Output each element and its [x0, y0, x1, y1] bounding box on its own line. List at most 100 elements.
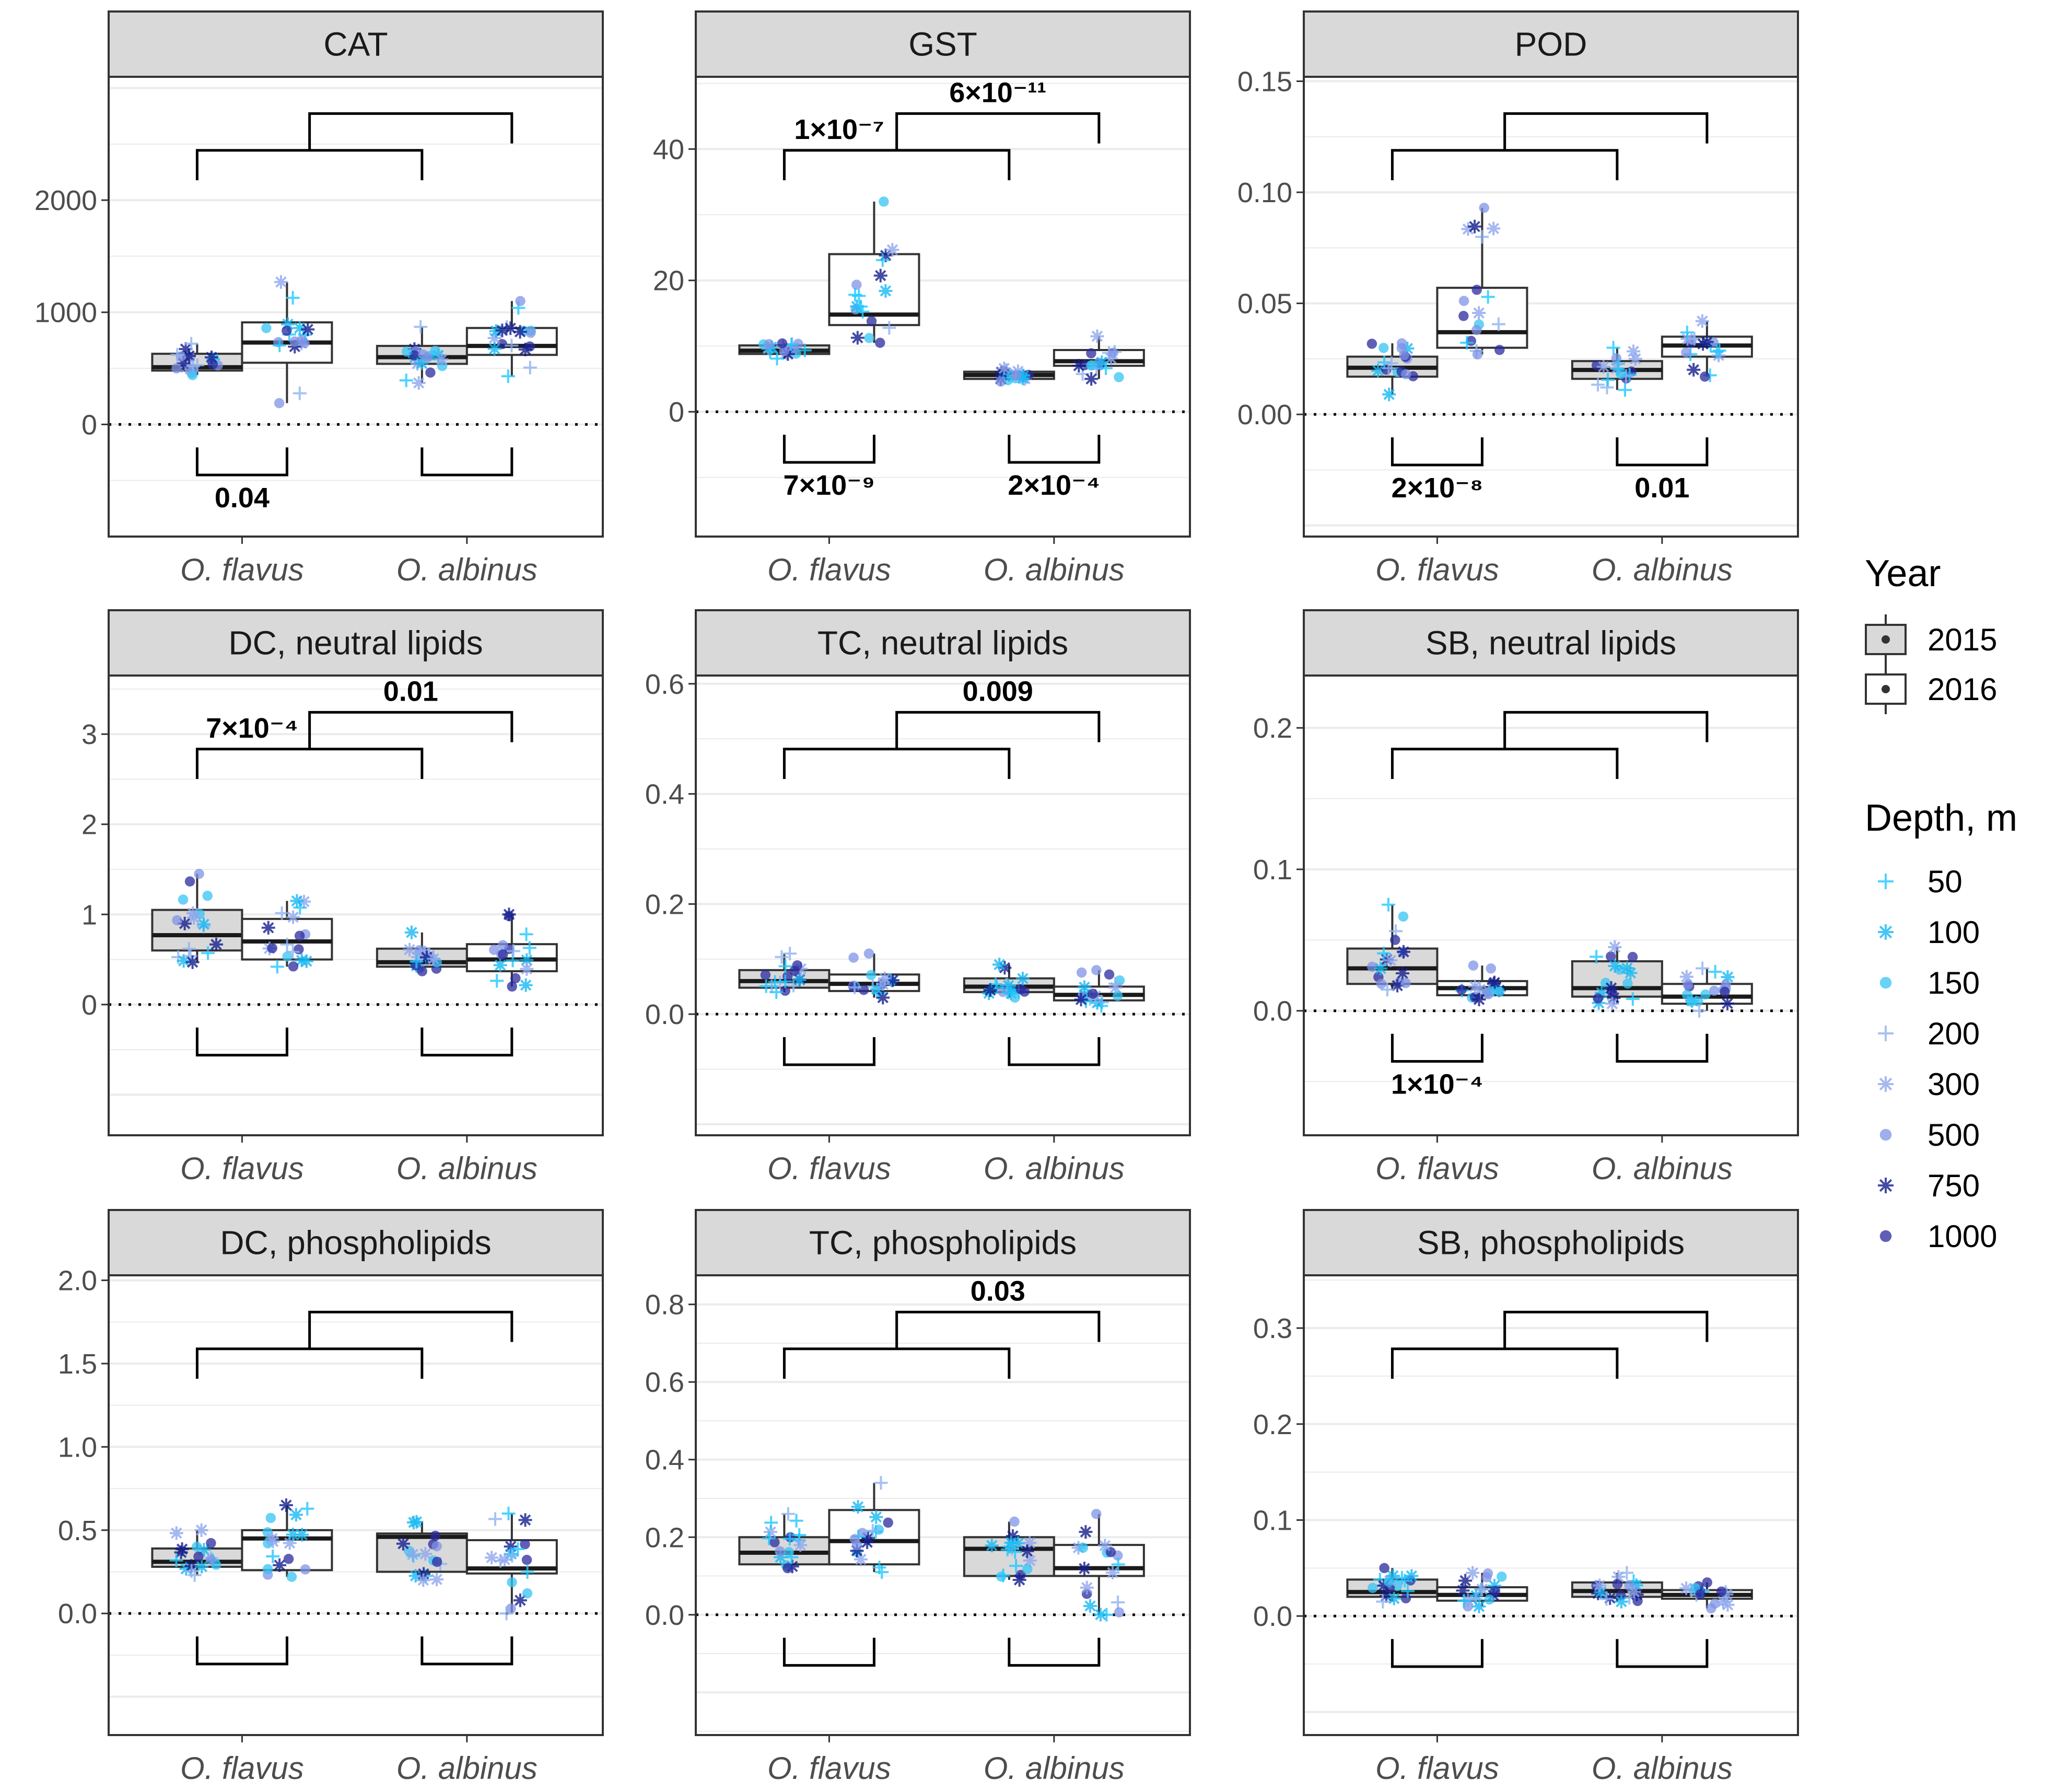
legend-year-key-2015 [1865, 614, 1907, 665]
data-point [1490, 1586, 1501, 1596]
x-tick-label: O. flavus [1375, 552, 1499, 587]
data-point [997, 362, 1011, 376]
data-point [854, 1552, 868, 1566]
data-point [184, 876, 195, 887]
data-point [1104, 351, 1118, 365]
data-point [783, 947, 797, 961]
data-point [488, 1512, 503, 1526]
data-point [1392, 1581, 1403, 1591]
data-point [286, 290, 300, 305]
data-point [1086, 360, 1096, 371]
x-tick-label: O. albinus [1592, 552, 1733, 587]
data-point [487, 331, 501, 345]
data-point [1620, 1566, 1634, 1580]
data-point [507, 981, 518, 992]
data-point [869, 1510, 883, 1524]
data-point [1400, 1593, 1411, 1603]
y-tick-label: 1000 [34, 297, 97, 329]
data-point [204, 350, 218, 364]
legend-depth-label: 100 [1928, 915, 1980, 950]
data-point [194, 868, 204, 879]
data-point [490, 974, 504, 988]
data-point [1606, 951, 1616, 962]
box-2015 [1346, 898, 1439, 997]
data-point [179, 342, 193, 356]
data-point [507, 1577, 517, 1588]
data-point [764, 1525, 778, 1539]
data-point [1114, 1607, 1125, 1618]
data-point [520, 962, 534, 976]
box-2016 [1053, 329, 1145, 386]
significance-brackets: 0.009 [782, 676, 1101, 1066]
pvalue-lower-left: 0.04 [215, 482, 270, 514]
data-point [1366, 339, 1377, 349]
data-point [863, 948, 874, 959]
data-point [301, 322, 315, 336]
x-tick-label: O. albinus [396, 1751, 538, 1786]
data-point [1681, 347, 1691, 358]
data-point [178, 916, 192, 930]
data-point [403, 942, 417, 957]
panel-tc-phospholipids: TC, phospholipids 0.0 0.2 0.4 0.6 0.8 O. flavu… [645, 1209, 1191, 1786]
data-point [1721, 970, 1735, 984]
y-tick-label: 0.2 [1253, 1409, 1292, 1440]
significance-brackets: 2×10⁻⁸ 0.01 [1391, 112, 1709, 504]
data-point [1461, 222, 1475, 236]
data-point [1387, 1591, 1401, 1605]
data-point [194, 1523, 208, 1537]
strip-title: SB, neutral lipids [1426, 624, 1676, 662]
data-point [417, 966, 427, 976]
legend-depth-label: 1000 [1928, 1219, 1997, 1254]
data-point [1088, 988, 1098, 999]
y-tick-label: 0.4 [645, 1445, 684, 1476]
data-point [998, 961, 1012, 975]
pvalue-upper-outer: 6×10⁻¹¹ [949, 77, 1046, 108]
data-point [1381, 364, 1392, 375]
data-point [266, 1534, 280, 1549]
data-point [293, 321, 307, 335]
data-point [769, 1537, 780, 1547]
data-point [1468, 219, 1482, 234]
x-tick-label: O. albinus [1592, 1751, 1733, 1786]
data-point [1012, 1573, 1026, 1587]
data-point [848, 288, 862, 302]
data-point [523, 360, 537, 375]
panel-dc-neutral-lipids: DC, neutral lipids 0 1 2 3 O. flavus O. albinu… [81, 609, 604, 1186]
bracket-year-left [195, 447, 288, 476]
data-point [414, 320, 428, 334]
box-2016 [1053, 1508, 1145, 1622]
data-point [1622, 978, 1633, 989]
data-point [1608, 940, 1622, 954]
data-point [1023, 1554, 1037, 1568]
data-point [273, 339, 287, 353]
data-point [983, 983, 997, 997]
data-point [1022, 1564, 1033, 1574]
data-point [499, 1607, 513, 1621]
data-point [1487, 222, 1501, 236]
box-2016 [828, 1476, 920, 1579]
data-point [1471, 325, 1482, 335]
data-point [857, 1528, 868, 1539]
panel-border [695, 674, 1191, 1136]
data-point [1720, 986, 1730, 997]
box-2016 [1436, 960, 1528, 1007]
data-point [866, 970, 877, 980]
panel-border [1303, 1274, 1799, 1736]
box-2016 [1053, 965, 1145, 1013]
box-2016 [465, 907, 558, 992]
box-2016 [241, 275, 333, 409]
strip-title: DC, phospholipids [220, 1224, 491, 1262]
data-point [1390, 935, 1400, 945]
x-tick-label: O. albinus [984, 552, 1125, 587]
data-point [1106, 1566, 1120, 1580]
data-point [1405, 1569, 1419, 1583]
data-point [1090, 329, 1104, 343]
data-point [422, 352, 433, 363]
data-point [778, 974, 792, 988]
data-point [513, 1593, 527, 1608]
strip-background [1303, 10, 1799, 78]
data-point [851, 1500, 865, 1514]
strip-background [108, 10, 604, 78]
strip-title: SB, phospholipids [1417, 1224, 1685, 1262]
x-tick-label: O. flavus [180, 1151, 304, 1186]
